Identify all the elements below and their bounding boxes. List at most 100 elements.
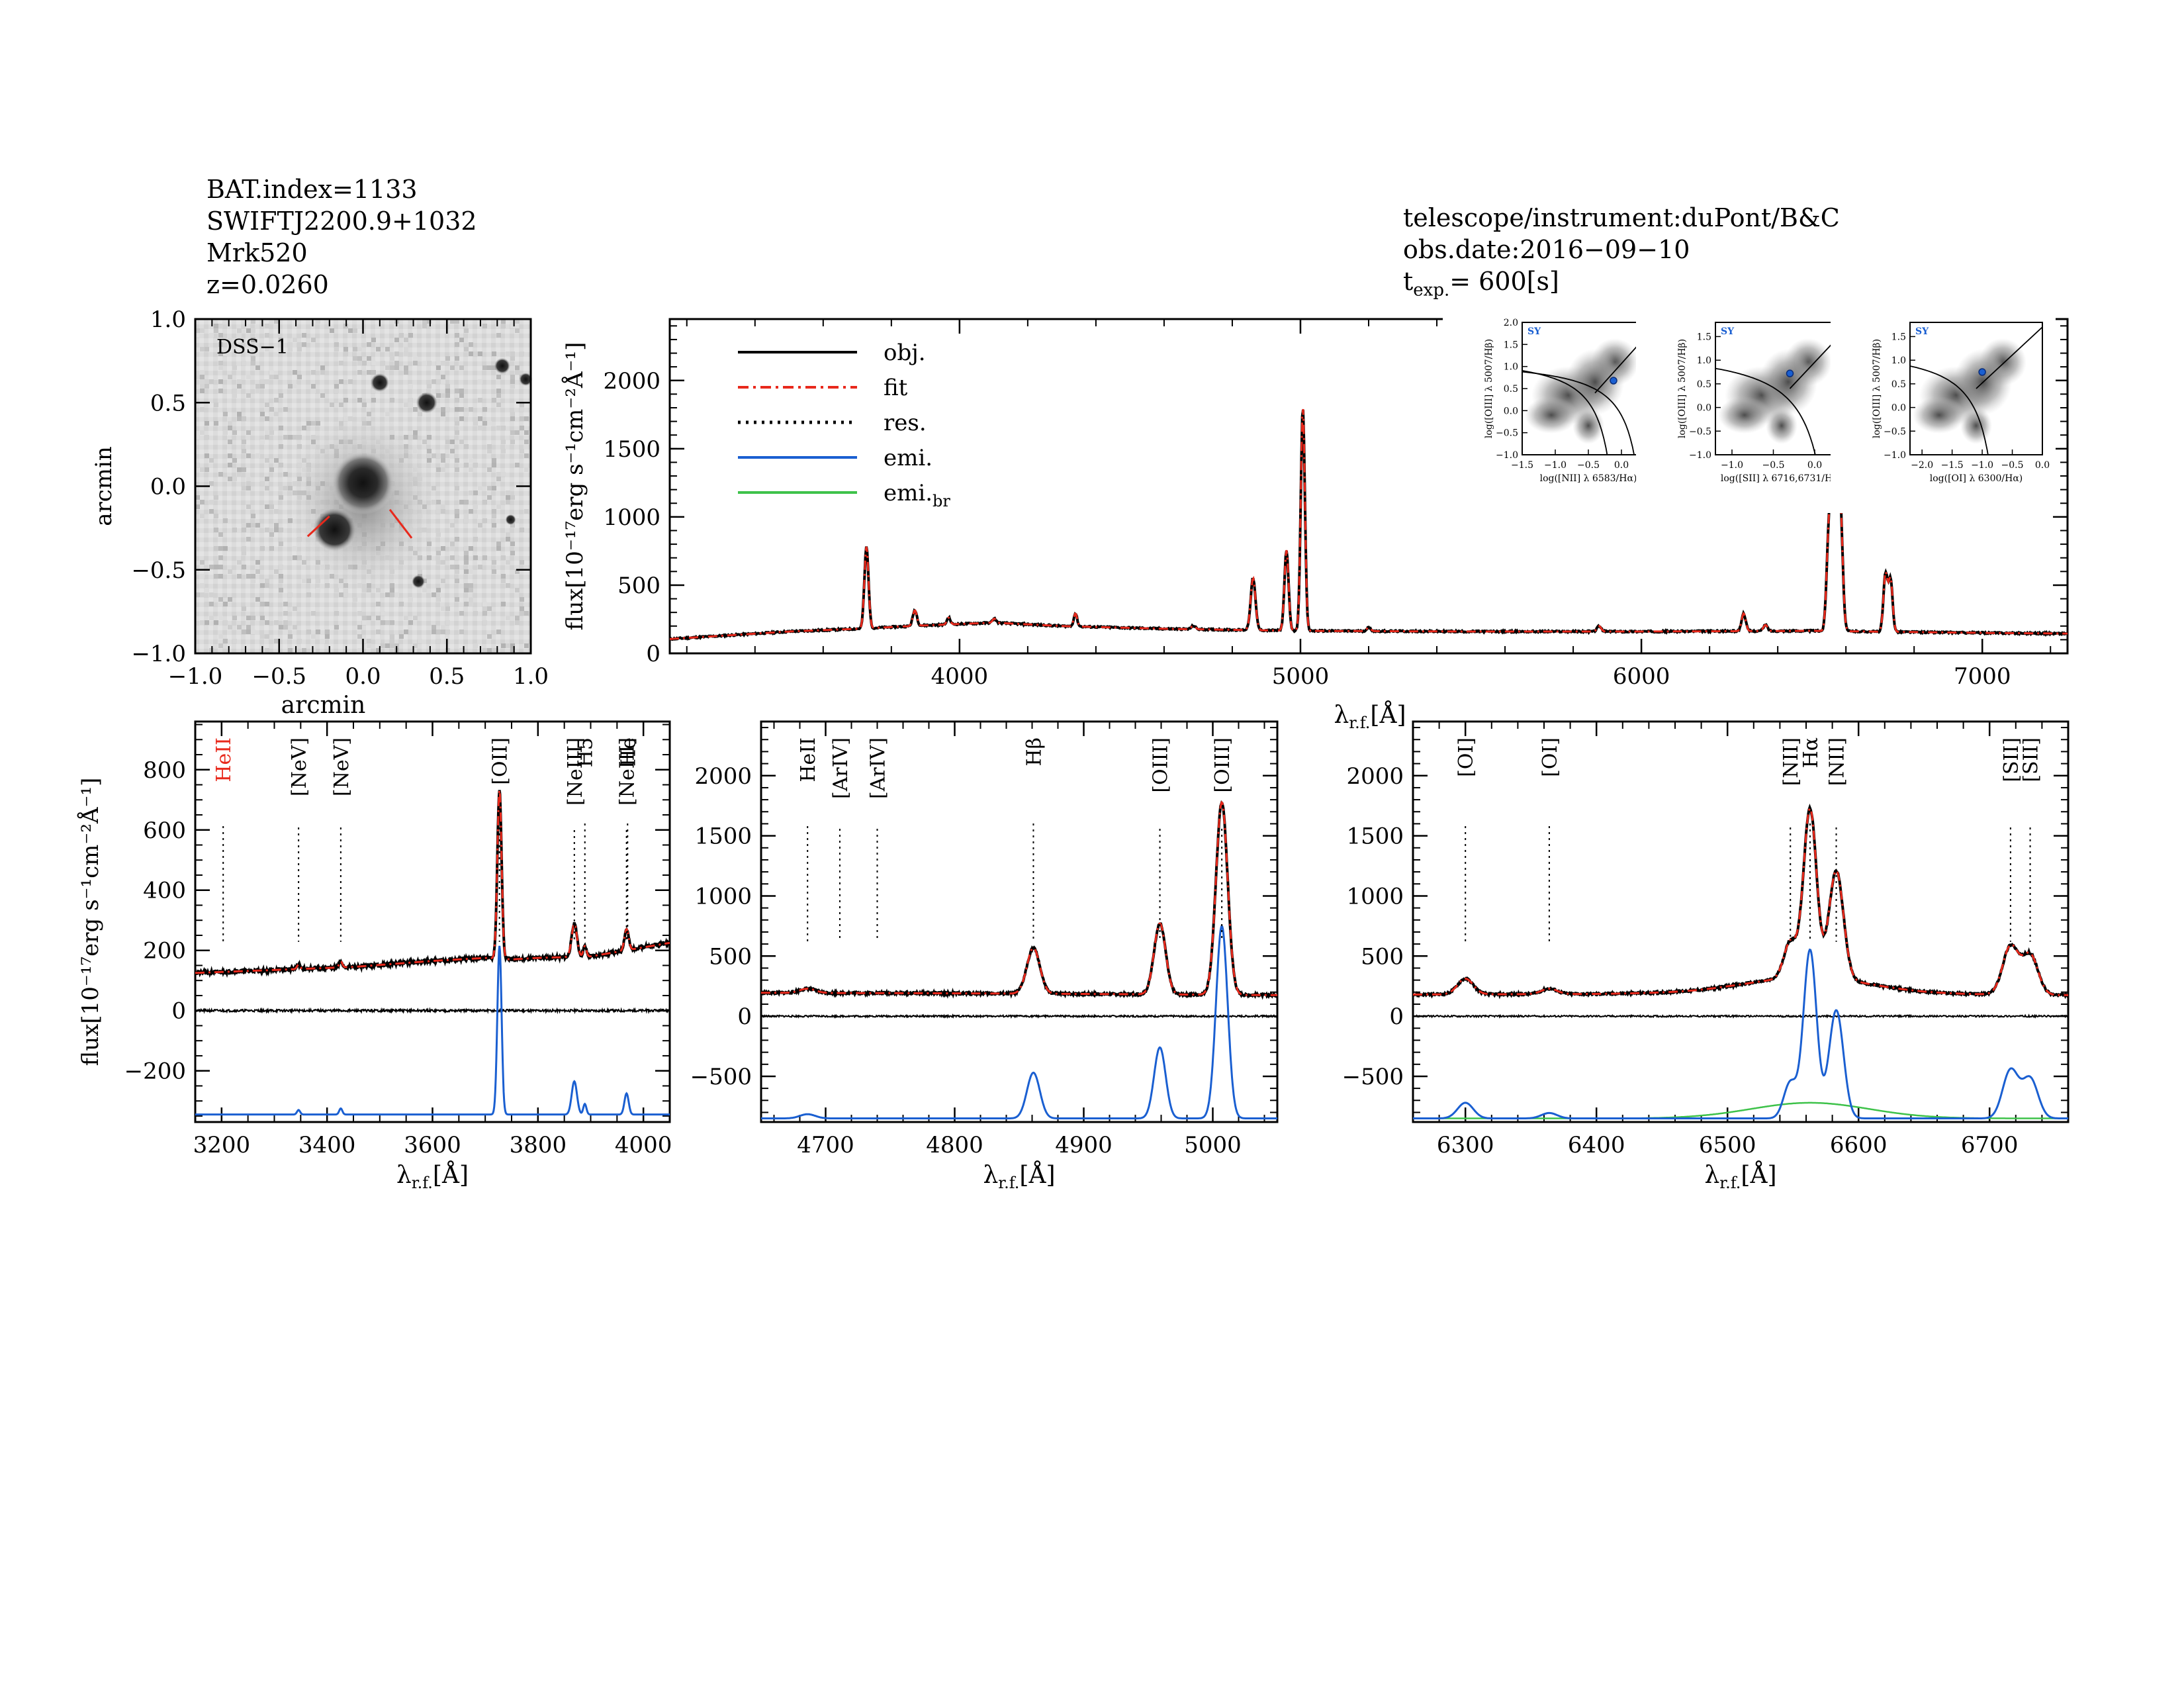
image-noise-pixel [260, 440, 265, 444]
x-tick-label: 6400 [1568, 1132, 1625, 1158]
line-label: He [617, 737, 640, 767]
image-noise-pixel [209, 481, 214, 486]
image-noise-pixel [200, 514, 205, 518]
image-noise-pixel [242, 449, 246, 453]
legend-label: emi.br [884, 480, 950, 510]
image-noise-pixel [218, 361, 223, 365]
inset-y-tick-label: 1.0 [1697, 355, 1711, 366]
image-noise-pixel [404, 352, 408, 356]
image-noise-pixel [413, 430, 418, 435]
image-noise-pixel [320, 365, 325, 370]
line-label: [NeV] [330, 737, 353, 796]
image-noise-pixel [450, 319, 455, 324]
inset-x-tick-label: 0.0 [2035, 460, 2050, 471]
image-noise-pixel [311, 648, 316, 653]
image-noise-pixel [260, 616, 265, 620]
image-noise-pixel [218, 574, 223, 579]
image-noise-pixel [376, 648, 381, 653]
image-noise-pixel [455, 555, 459, 560]
inset-y-tick-label: 0.5 [1504, 384, 1518, 395]
image-noise-pixel [506, 495, 510, 500]
image-noise-pixel [464, 500, 469, 504]
image-noise-pixel [450, 541, 455, 546]
image-noise-pixel [288, 592, 293, 597]
y-tick-label: 200 [143, 938, 186, 964]
image-noise-pixel [200, 500, 205, 504]
image-noise-pixel [506, 643, 510, 648]
image-noise-pixel [510, 379, 515, 384]
image-noise-pixel [492, 398, 496, 402]
image-noise-pixel [209, 458, 214, 463]
image-noise-pixel [510, 643, 515, 648]
header-left: BAT.index=1133 SWIFTJ2200.9+1032 Mrk520 … [206, 173, 477, 301]
image-noise-pixel [473, 491, 478, 495]
legend-label-text: fit [884, 375, 908, 401]
image-noise-pixel [450, 440, 455, 444]
image-noise-pixel [316, 319, 320, 324]
residual-line [195, 1007, 670, 1015]
image-noise-pixel [436, 630, 441, 634]
image-noise-pixel [418, 639, 422, 643]
image-noise-pixel [265, 648, 269, 653]
image-noise-pixel [445, 356, 450, 361]
density-blob [1913, 397, 1966, 434]
image-noise-pixel [283, 611, 288, 616]
image-noise-pixel [251, 616, 255, 620]
image-noise-pixel [223, 430, 228, 435]
image-noise-pixel [218, 472, 223, 477]
image-noise-pixel [441, 625, 445, 630]
inset-y-tick-label: −0.5 [1689, 426, 1711, 437]
inset-y-tick-label: 0.5 [1697, 379, 1711, 390]
image-noise-pixel [251, 361, 255, 365]
image-noise-pixel [320, 370, 325, 375]
inset-x-label: log([NII] λ 6583/Hα) [1540, 473, 1637, 484]
image-noise-pixel [459, 338, 464, 342]
image-noise-pixel [381, 620, 385, 625]
image-noise-pixel [441, 361, 445, 365]
image-noise-pixel [330, 402, 334, 407]
inset-y-tick-label: −1.0 [1884, 450, 1906, 461]
image-noise-pixel [279, 588, 283, 592]
image-noise-pixel [316, 421, 320, 426]
image-noise-pixel [223, 639, 228, 643]
inset-y-tick-label: −0.5 [1496, 428, 1518, 439]
image-noise-pixel [450, 449, 455, 453]
image-noise-pixel [394, 643, 399, 648]
image-noise-pixel [408, 384, 413, 389]
legend-label: fit [884, 375, 908, 401]
image-noise-pixel [228, 463, 232, 467]
image-noise-pixel [237, 472, 242, 477]
inset-y-tick-label: −0.5 [1884, 426, 1906, 437]
image-noise-pixel [455, 537, 459, 541]
image-noise-pixel [464, 463, 469, 467]
image-noise-pixel [459, 416, 464, 421]
image-noise-pixel [367, 356, 371, 361]
image-noise-pixel [334, 347, 339, 352]
image-noise-pixel [242, 416, 246, 421]
image-noise-pixel [237, 379, 242, 384]
y-tick-label: 0 [737, 1004, 752, 1030]
image-noise-pixel [339, 402, 343, 407]
line-label: [OI] [1455, 737, 1478, 777]
image-noise-pixel [297, 375, 302, 379]
image-noise-pixel [404, 402, 408, 407]
image-noise-pixel [459, 393, 464, 398]
field-star [416, 392, 437, 414]
emission-line-model [1413, 948, 2068, 1119]
image-noise-pixel [464, 555, 469, 560]
image-noise-pixel [339, 379, 343, 384]
image-noise-pixel [343, 352, 348, 356]
y-tick-label: 1500 [1346, 823, 1404, 850]
image-noise-pixel [246, 375, 251, 379]
image-noise-pixel [482, 555, 487, 560]
image-noise-pixel [441, 412, 445, 416]
image-noise-pixel [441, 467, 445, 472]
image-noise-pixel [205, 453, 209, 458]
image-noise-pixel [441, 379, 445, 384]
image-noise-pixel [274, 569, 279, 574]
image-noise-pixel [445, 630, 450, 634]
image-noise-pixel [436, 639, 441, 643]
image-noise-pixel [473, 555, 478, 560]
image-noise-pixel [334, 384, 339, 389]
image-noise-pixel [464, 347, 469, 352]
